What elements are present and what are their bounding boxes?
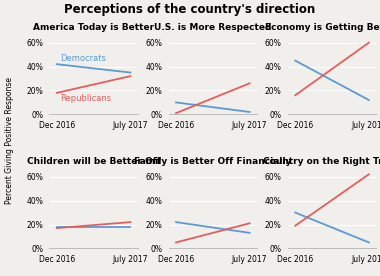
Title: U.S. is More Respected: U.S. is More Respected <box>154 23 271 32</box>
Text: Perceptions of the country's direction: Perceptions of the country's direction <box>64 3 316 16</box>
Title: Children will be Better Off: Children will be Better Off <box>27 157 160 166</box>
Title: Economy is Getting Better: Economy is Getting Better <box>265 23 380 32</box>
Title: America Today is Better: America Today is Better <box>33 23 154 32</box>
Title: Country on the Right Track: Country on the Right Track <box>263 157 380 166</box>
Text: Percent Giving Positive Response: Percent Giving Positive Response <box>5 77 14 204</box>
Title: Family is Better Off Financially: Family is Better Off Financially <box>134 157 291 166</box>
Text: Democrats: Democrats <box>60 54 106 63</box>
Text: Republicans: Republicans <box>60 94 112 103</box>
